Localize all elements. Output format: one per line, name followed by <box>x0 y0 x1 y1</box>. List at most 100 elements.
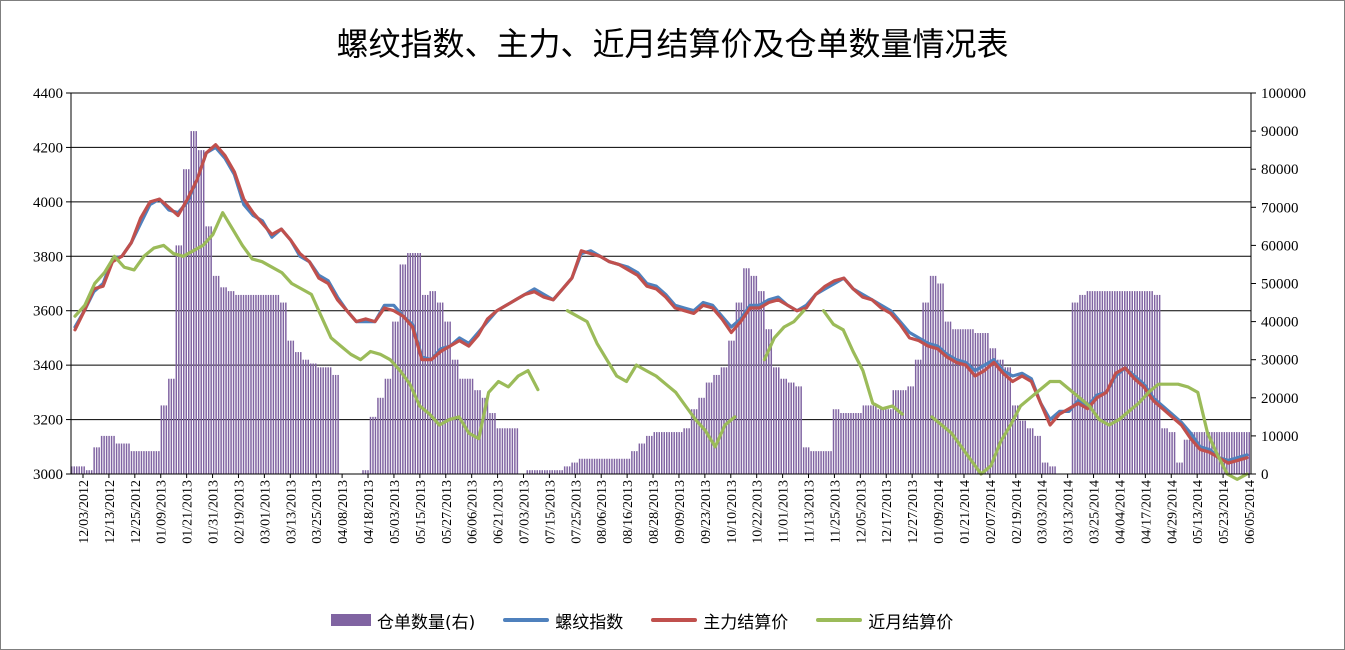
bar-warehouse-receipts <box>952 329 954 474</box>
right-tick-label: 30000 <box>1261 353 1299 369</box>
right-tick-label: 70000 <box>1261 200 1299 216</box>
bar-warehouse-receipts <box>175 245 178 474</box>
x-tick-label: 08/06/2013 <box>595 480 610 544</box>
bar-warehouse-receipts <box>967 329 969 474</box>
bar-warehouse-receipts <box>999 359 1002 474</box>
bar-warehouse-receipts <box>588 458 591 474</box>
bar-warehouse-receipts <box>842 413 845 474</box>
bar-warehouse-receipts <box>787 382 790 474</box>
bar-warehouse-receipts <box>439 302 441 474</box>
bar-warehouse-receipts <box>974 333 977 474</box>
legend-item-rebar-index: 螺纹指数 <box>503 608 623 633</box>
bar-warehouse-receipts <box>404 264 407 474</box>
bar-warehouse-receipts <box>790 382 792 474</box>
bar-warehouse-receipts <box>1151 291 1153 474</box>
bar-layer <box>71 131 1250 474</box>
bar-warehouse-receipts <box>1153 294 1156 474</box>
bar-warehouse-receipts <box>892 390 895 474</box>
x-tick-label: 11/01/2013 <box>777 480 792 543</box>
bar-warehouse-receipts <box>778 367 780 474</box>
bar-warehouse-receipts <box>103 435 105 474</box>
bar-warehouse-receipts <box>1148 291 1151 474</box>
bar-warehouse-receipts <box>1041 462 1044 474</box>
bar-warehouse-receipts <box>578 458 581 474</box>
legend-label: 螺纹指数 <box>555 612 624 633</box>
bar-warehouse-receipts <box>183 169 185 474</box>
bar-warehouse-receipts <box>837 409 840 474</box>
bar-warehouse-receipts <box>379 397 382 474</box>
bar-warehouse-receipts <box>180 245 183 474</box>
bar-warehouse-receipts <box>255 294 257 474</box>
bar-warehouse-receipts <box>1146 291 1148 474</box>
bar-warehouse-receipts <box>827 451 830 474</box>
bar-warehouse-receipts <box>782 378 785 474</box>
bar-warehouse-receipts <box>374 416 377 474</box>
bar-warehouse-receipts <box>1081 294 1084 474</box>
bar-warehouse-receipts <box>643 443 646 474</box>
bar-warehouse-receipts <box>534 470 536 474</box>
bar-warehouse-receipts <box>429 291 431 474</box>
bar-warehouse-receipts <box>1231 432 1233 474</box>
bar-warehouse-receipts <box>601 458 603 474</box>
bar-warehouse-receipts <box>1044 462 1046 474</box>
x-tick-label: 06/06/2013 <box>466 480 481 544</box>
bar-warehouse-receipts <box>984 333 987 474</box>
x-tick-label: 11/25/2013 <box>828 480 843 543</box>
bar-warehouse-receipts <box>367 470 369 474</box>
bar-warehouse-receipts <box>792 382 795 474</box>
bar-warehouse-receipts <box>797 386 800 474</box>
left-tick-label: 4000 <box>33 195 63 211</box>
bar-warehouse-receipts <box>509 428 511 474</box>
bar-warehouse-receipts <box>364 470 367 474</box>
bar-warehouse-receipts <box>424 294 426 474</box>
bar-warehouse-receipts <box>1143 291 1146 474</box>
legend-item-main-settlement: 主力结算价 <box>651 608 788 633</box>
bar-warehouse-receipts <box>954 329 957 474</box>
bar-warehouse-receipts <box>1014 405 1016 474</box>
bar-warehouse-receipts <box>880 409 882 474</box>
bar-warehouse-receipts <box>1004 367 1007 474</box>
bar-warehouse-receipts <box>553 470 556 474</box>
bar-warehouse-receipts <box>237 294 240 474</box>
bar-warehouse-receipts <box>924 302 927 474</box>
bar-warehouse-receipts <box>563 466 566 474</box>
bar-warehouse-receipts <box>1236 432 1238 474</box>
bar-warehouse-receipts <box>626 458 628 474</box>
bar-warehouse-receipts <box>546 470 548 474</box>
x-tick-label: 06/05/2014 <box>1243 480 1258 544</box>
bar-warehouse-receipts <box>917 359 919 474</box>
bar-warehouse-receipts <box>98 447 100 474</box>
x-tick-label: 01/21/2014 <box>958 480 973 544</box>
bar-warehouse-receipts <box>178 245 180 474</box>
left-tick-label: 3000 <box>33 467 63 483</box>
bar-warehouse-receipts <box>314 363 317 474</box>
x-tick-label: 10/10/2013 <box>725 480 740 544</box>
bar-warehouse-receipts <box>188 169 190 474</box>
bar-warehouse-receipts <box>334 374 337 474</box>
right-tick-label: 10000 <box>1261 429 1299 445</box>
bar-warehouse-receipts <box>586 458 588 474</box>
x-tick-label: 05/03/2013 <box>388 480 403 544</box>
x-tick-label: 08/16/2013 <box>621 480 636 544</box>
bar-warehouse-receipts <box>412 253 414 474</box>
bar-warehouse-receipts <box>987 333 989 474</box>
x-tick-label: 03/25/2013 <box>310 480 325 544</box>
bar-warehouse-receipts <box>153 451 155 474</box>
bar-warehouse-receipts <box>486 397 489 474</box>
bar-warehouse-receipts <box>713 374 715 474</box>
bar-warehouse-receipts <box>123 443 125 474</box>
bar-warehouse-receipts <box>382 397 384 474</box>
right-tick-label: 40000 <box>1261 315 1299 331</box>
bar-warehouse-receipts <box>292 340 295 474</box>
bar-warehouse-receipts <box>1168 432 1171 474</box>
bar-warehouse-receipts <box>959 329 962 474</box>
bar-warehouse-receipts <box>1026 428 1029 474</box>
bar-warehouse-receipts <box>496 428 499 474</box>
bar-warehouse-receipts <box>329 367 332 474</box>
bar-warehouse-receipts <box>1034 435 1036 474</box>
bar-warehouse-receipts <box>105 435 108 474</box>
bar-warehouse-receipts <box>210 226 212 474</box>
bar-warehouse-receipts <box>426 294 429 474</box>
bar-warehouse-receipts <box>760 291 763 474</box>
bar-warehouse-receipts <box>862 405 865 474</box>
